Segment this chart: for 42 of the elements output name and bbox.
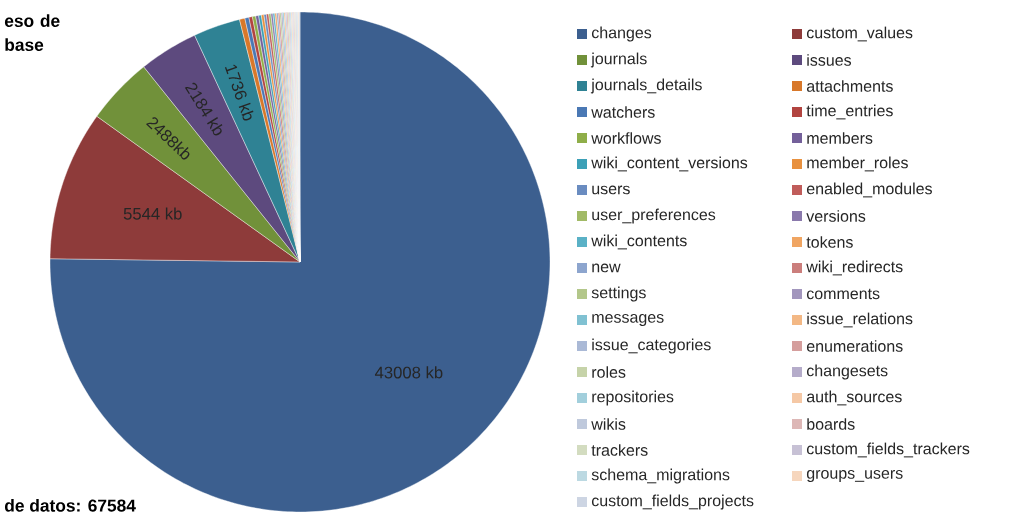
legend-label: time_entries (806, 104, 893, 120)
legend-label: journals (590, 52, 647, 68)
legend-label: users (592, 185, 630, 195)
legend-label: trackers (591, 444, 648, 456)
legend-label: enabled_modules (806, 182, 932, 198)
legend-label: groups_users (806, 470, 903, 482)
legend-label: wiki_contents (591, 234, 687, 250)
legend-label: versions (806, 210, 866, 222)
legend-label: members (807, 132, 873, 144)
text: de datos: 67584 (4, 499, 136, 512)
legend-label: custom_values (806, 26, 913, 42)
legend-label: issues (807, 54, 852, 66)
legend-label: settings (591, 286, 646, 302)
legend-label: user_preferences (592, 208, 716, 224)
legend-label: watchers (591, 106, 655, 118)
legend-label: issue_relations (807, 312, 913, 328)
legend-label: wiki_content_versions (591, 156, 748, 172)
legend-label: enumerations (806, 340, 903, 352)
legend-label: tokens (806, 236, 853, 248)
legend-label: wikis (591, 418, 626, 430)
legend-label: schema_migrations (591, 468, 730, 484)
legend-label: changes (591, 26, 652, 42)
legend-label: journals_details (590, 78, 702, 94)
data-label: 43008 kb (374, 366, 443, 379)
legend-label: issue_categories (592, 338, 711, 354)
legend-label: custom_fields_projects (591, 494, 754, 510)
legend-label: comments (806, 288, 880, 300)
data-label: 1736 kb (224, 64, 254, 121)
legend-label: messages (592, 314, 664, 326)
legend-label: roles (592, 366, 626, 378)
legend-label: repositories (592, 390, 674, 406)
legend-label: member_roles (807, 156, 908, 172)
data-label: 5544 kb (123, 207, 182, 220)
text: eso de base (4, 14, 60, 51)
legend-label: boards (807, 418, 855, 430)
legend-label: attachments (806, 80, 893, 92)
legend-label: changesets (806, 364, 888, 380)
legend-label: auth_sources (806, 390, 902, 406)
legend-label: wiki_redirects (806, 260, 903, 276)
legend-label: new (592, 263, 621, 273)
legend-label: workflows (591, 132, 661, 144)
legend-label: custom_fields_trackers (806, 442, 970, 458)
